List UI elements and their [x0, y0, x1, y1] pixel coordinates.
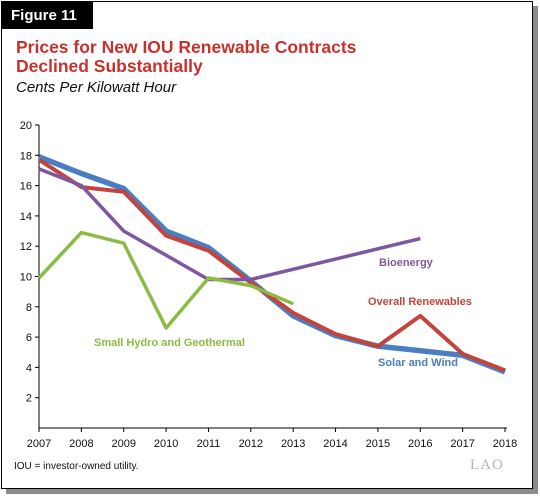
chart-title-line-1: Prices for New IOU Renewable Contracts [16, 37, 357, 57]
figure-frame: Figure 11 Prices for New IOU Renewable C… [1, 1, 533, 489]
series-label-bioenergy: Bioenergy [379, 257, 434, 269]
x-tick-label: 2009 [111, 438, 135, 450]
y-tick-label: 4 [26, 362, 32, 374]
y-tick-label: 12 [20, 241, 32, 253]
y-tick-label: 20 [20, 120, 32, 132]
x-tick-label: 2010 [154, 438, 178, 450]
chart-subtitle: Cents Per Kilowatt Hour [16, 79, 177, 96]
x-tick-label: 2013 [281, 438, 305, 450]
x-tick-label: 2012 [239, 438, 263, 450]
x-tick-label: 2017 [450, 438, 474, 450]
x-tick-label: 2014 [323, 438, 347, 450]
figure-label: Figure 11 [2, 2, 93, 29]
series-label-solar-and-wind: Solar and Wind [378, 357, 458, 369]
y-tick-label: 6 [26, 332, 32, 344]
y-tick-label: 10 [20, 272, 32, 284]
footnote: IOU = investor-owned utility. [14, 461, 139, 472]
chart-series [37, 154, 507, 375]
y-tick-label: 18 [20, 150, 32, 162]
y-tick-label: 16 [20, 181, 32, 193]
x-tick-label: 2008 [69, 438, 93, 450]
chart-axes: 2 4 6 8 10 12 14 16 18 20 2007 2008 2009 2010 2011 2012… [20, 120, 517, 450]
y-tick-label: 14 [20, 211, 32, 223]
lao-logo: LAO [470, 457, 504, 473]
series-line-overall-renewables [37, 158, 506, 373]
y-tick-label: 2 [26, 393, 32, 405]
x-tick-label: 2015 [366, 438, 390, 450]
x-tick-label: 2018 [493, 438, 517, 450]
x-tick-label: 2016 [408, 438, 432, 450]
series-label-small-hydro-and-geothermal: Small Hydro and Geothermal [94, 337, 245, 349]
chart-title-line-2: Declined Substantially [16, 56, 203, 76]
series-line-small-hydro-and-geothermal [37, 230, 294, 330]
series-label-overall-renewables: Overall Renewables [368, 296, 472, 308]
series-line-bioenergy [38, 167, 421, 282]
x-tick-label: 2007 [27, 438, 51, 450]
y-tick-label: 8 [26, 302, 32, 314]
x-tick-label: 2011 [197, 438, 221, 450]
chart-title: Prices for New IOU Renewable Contracts D… [16, 38, 356, 76]
chart-series-labels: Solar and Wind Overall Renewables Bioenerg… [94, 257, 472, 369]
